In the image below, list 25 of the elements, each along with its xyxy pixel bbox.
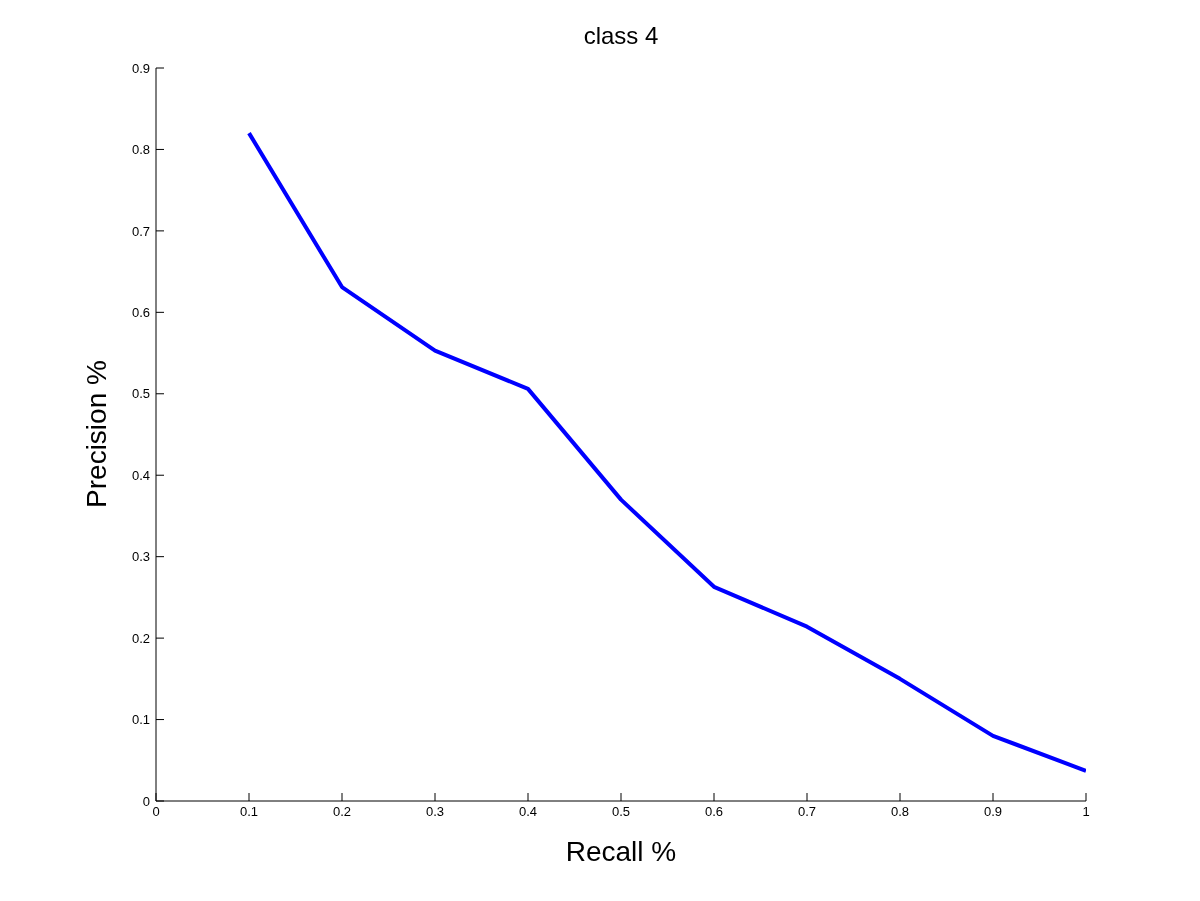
y-tick-label: 0.3 xyxy=(131,549,150,565)
y-tick-label: 0.2 xyxy=(131,630,150,646)
y-tick-label: 0.4 xyxy=(131,467,150,483)
y-tick-label: 0 xyxy=(142,793,150,809)
x-tick-label: 0.4 xyxy=(518,804,538,820)
x-tick-label: 0.5 xyxy=(611,804,631,820)
y-tick-label: 0.6 xyxy=(131,304,150,320)
y-tick-label: 0.9 xyxy=(131,60,150,76)
line-series xyxy=(247,131,1086,773)
x-tick-label: 0.3 xyxy=(425,804,445,820)
x-axis-title: Recall % xyxy=(564,836,678,868)
x-tick-label: 0.1 xyxy=(239,804,259,820)
y-tick-label: 0.7 xyxy=(131,223,150,239)
x-tick-label: 0.9 xyxy=(983,804,1003,820)
y-tick-label: 0.5 xyxy=(131,386,150,402)
chart-title: class 4 xyxy=(582,22,660,50)
x-tick-label: 1 xyxy=(1082,804,1090,820)
x-tick-label: 0.6 xyxy=(704,804,724,820)
y-tick-label: 0.1 xyxy=(131,712,150,728)
y-tick-label: 0.8 xyxy=(131,142,150,158)
y-axis-title: Precision % xyxy=(81,360,113,508)
x-tick-label: 0.2 xyxy=(332,804,352,820)
x-tick-label: 0 xyxy=(152,804,160,820)
x-tick-label: 0.8 xyxy=(890,804,910,820)
x-tick-label: 0.7 xyxy=(797,804,817,820)
